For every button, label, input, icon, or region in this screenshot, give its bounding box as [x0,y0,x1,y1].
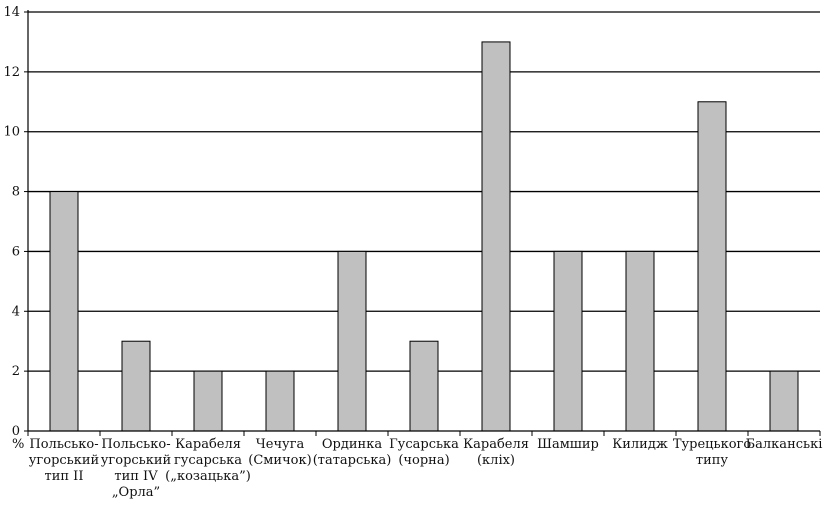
y-tick-label: 4 [12,304,20,319]
x-category-label: Гусарська (чорна) [389,437,459,468]
bar [193,370,223,432]
axes [24,10,821,436]
bar [625,250,655,432]
y-axis-label: % [12,437,24,452]
x-category-label: Польсько-угорський тип IV „Орла” [101,437,171,500]
bar [49,191,79,432]
bar [481,41,511,432]
x-category-labels: Польсько-угорський тип IIПольсько-угорськ… [29,437,823,500]
x-category-label: Шамшир [537,437,599,452]
y-tick-label: 2 [12,364,20,379]
bar [121,340,151,432]
bar [337,250,367,432]
y-tick-label: 10 [3,125,20,140]
x-category-label: Карабеля гусарська („козацька”) [165,437,251,484]
bars [49,41,799,432]
x-category-label: Турецького типу [673,437,752,468]
y-tick-label: 6 [12,244,20,259]
bar [409,340,439,432]
bar [697,101,727,432]
bar [553,250,583,432]
bar [769,370,799,432]
y-tick-label: 14 [3,5,20,20]
x-category-label: Чечуга (Смичок) [248,437,311,468]
bar [265,370,295,432]
x-category-label: Килидж [612,437,668,452]
y-tick-label: 12 [3,65,20,80]
grid-lines [28,11,820,372]
x-category-label: Балканські [746,437,823,452]
y-tick-labels: 0 2 4 6 8 10 12 14 [3,5,20,439]
x-category-label: Ординка (татарська) [313,437,392,468]
x-category-label: Карабеля (кліх) [463,437,529,468]
x-category-label: Польсько-угорський тип II [29,437,99,484]
y-tick-label: 0 [12,424,20,439]
y-tick-label: 8 [12,185,20,200]
